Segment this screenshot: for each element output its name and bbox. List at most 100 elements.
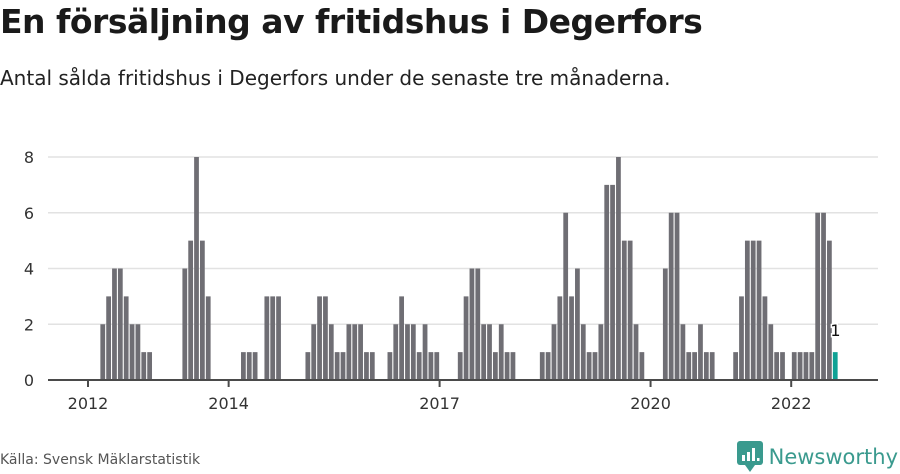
bar [393,324,399,380]
bar [592,352,598,381]
bar [627,240,633,381]
bar [774,352,780,381]
bar [199,240,205,381]
bar [481,324,487,380]
chart-subtitle: Antal sålda fritidshus i Degerfors under… [0,66,671,90]
bar [340,352,346,381]
bar [510,352,516,381]
y-tick-label: 0 [24,371,34,390]
bar [610,184,615,381]
bar [276,296,281,381]
bar [106,296,111,381]
bar [323,296,328,381]
bar [123,296,129,381]
bar [803,352,809,381]
bar [668,212,674,380]
bar [551,324,557,380]
highlight-bar [832,352,838,381]
bar [692,352,697,381]
bar [598,324,604,380]
bar [797,352,803,381]
bar [399,296,404,381]
brand-name: Newsworthy [768,445,898,469]
bar [580,324,586,380]
bar [405,324,410,380]
bar [317,296,322,381]
bar [768,324,774,380]
bar [147,352,153,381]
bar [586,352,592,381]
bar [680,324,686,380]
bar [246,352,252,381]
bar [487,324,492,380]
y-tick-label: 8 [24,148,34,167]
bar [328,324,334,380]
bar [457,352,463,381]
bar [112,268,117,380]
x-tick-label: 2014 [208,394,249,413]
bar [410,324,416,380]
bar [575,268,580,380]
highlight-value-label: 1 [830,321,840,340]
bar [539,352,545,381]
bar [809,352,815,381]
bar [739,296,744,381]
bar [241,352,246,381]
y-tick-label: 2 [24,315,34,334]
chart-title: En försäljning av fritidshus i Degerfors [0,2,703,41]
x-tick-label: 2012 [68,394,109,413]
bar [305,352,311,381]
bar [264,296,270,381]
bar [463,296,469,381]
bar [639,352,645,381]
bar [504,352,510,381]
bar [311,324,317,380]
bar [733,352,739,381]
bar [188,240,194,381]
bar [662,268,668,380]
bar [194,157,199,380]
x-tick-label: 2020 [630,394,671,413]
y-tick-label: 4 [24,260,34,279]
bar [709,352,715,381]
bar [744,240,750,381]
bar [616,157,621,380]
bar [352,324,358,380]
bar-chart: 0 2 4 6 8 1 2012 2014 2017 2020 2022 [24,148,878,413]
bar [387,352,393,381]
bar [100,324,106,380]
bar [756,240,762,381]
bar [369,352,375,381]
bar [346,324,352,380]
bar [498,324,504,380]
bar [827,240,832,381]
bar [569,296,574,381]
bar [604,184,610,381]
bar [364,352,369,381]
source-note: Källa: Svensk Mäklarstatistik [0,452,201,468]
bar [252,352,258,381]
bar [557,296,563,381]
bar [117,268,123,380]
bar [422,324,428,380]
bar [750,240,756,381]
bar [270,296,276,381]
bar [791,352,797,381]
bar [475,268,481,380]
brand-logo: Newsworthy [736,441,898,473]
bar [182,268,188,380]
bar [135,324,141,380]
bar [703,352,709,381]
bar [545,352,551,381]
bar [780,352,785,381]
y-tick-label: 6 [24,204,34,223]
bar [428,352,434,381]
bar [416,352,422,381]
bar [821,212,826,380]
bar [762,296,768,381]
bar [469,268,475,380]
bar [129,324,135,380]
bar [434,352,440,381]
bar [563,212,569,380]
bar [674,212,680,380]
